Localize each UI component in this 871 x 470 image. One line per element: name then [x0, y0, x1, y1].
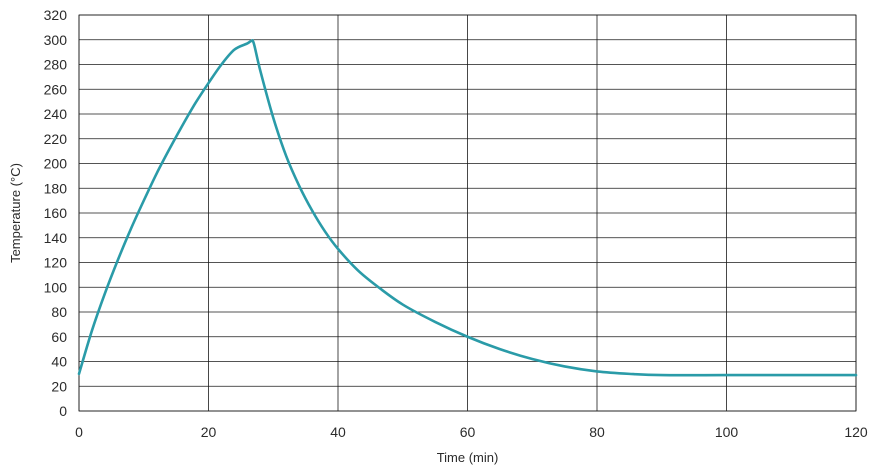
temperature-series-line	[77, 39, 858, 377]
plot-area-frame	[78, 14, 857, 412]
y-tick-label: 320	[44, 7, 68, 23]
y-tick-label: 260	[44, 81, 68, 97]
x-axis-title: Time (min)	[437, 450, 499, 465]
x-tick-label: 40	[330, 424, 346, 440]
series-layer	[77, 39, 858, 377]
y-tick-label: 280	[44, 57, 68, 73]
y-tick-label: 20	[51, 378, 67, 394]
y-tick-label: 40	[51, 354, 67, 370]
y-tick-labels: 0 20 40 60 80 100 120 140 160 180 200 220 240 260 280 3…	[44, 7, 68, 419]
y-axis-title: Temperature (°C)	[8, 163, 23, 263]
y-tick-label: 80	[51, 304, 67, 320]
x-tick-label: 100	[715, 424, 739, 440]
y-tick-label: 160	[44, 205, 68, 221]
y-tick-label: 300	[44, 32, 68, 48]
x-tick-labels: 0 20 40 60 80 100 120	[75, 424, 868, 440]
y-tick-label: 100	[44, 279, 68, 295]
y-tick-label: 0	[59, 403, 67, 419]
x-tick-label: 60	[460, 424, 476, 440]
y-tick-label: 60	[51, 329, 67, 345]
y-tick-label: 220	[44, 131, 68, 147]
y-tick-label: 120	[44, 255, 68, 271]
x-tick-label: 20	[201, 424, 217, 440]
grid-lines	[78, 14, 857, 412]
y-tick-label: 200	[44, 156, 68, 172]
x-tick-label: 0	[75, 424, 83, 440]
x-tick-label: 80	[589, 424, 605, 440]
y-tick-label: 240	[44, 106, 68, 122]
y-tick-label: 140	[44, 230, 68, 246]
x-tick-label: 120	[844, 424, 868, 440]
y-tick-label: 180	[44, 180, 68, 196]
